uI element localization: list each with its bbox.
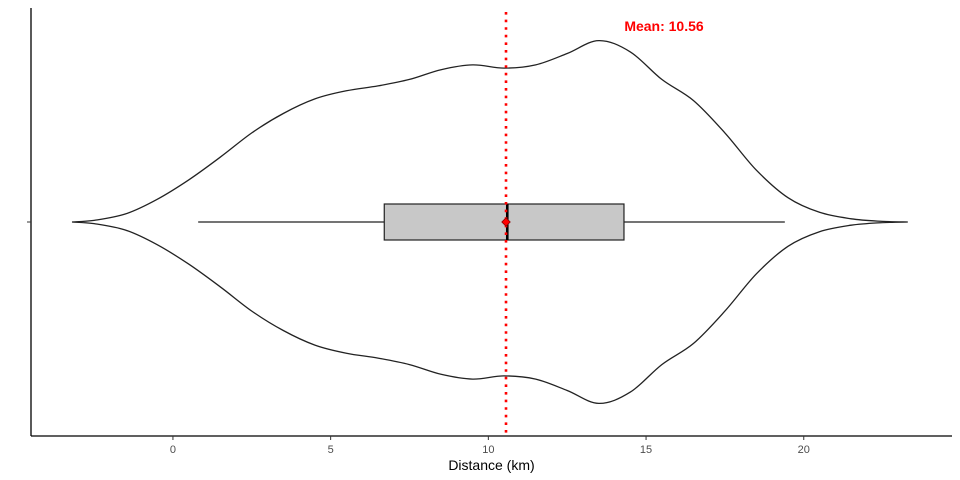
- mean-annotation: Mean: 10.56: [624, 18, 704, 34]
- x-tick-label: 5: [328, 444, 334, 456]
- x-tick-label: 10: [482, 444, 494, 456]
- x-tick-label: 0: [170, 444, 176, 456]
- plot-area: [71, 12, 908, 436]
- x-tick-label: 20: [798, 444, 810, 456]
- violin-outline: [71, 39, 908, 405]
- mean-marker: [501, 217, 511, 227]
- x-axis-ticks: 0 5 10 15 20: [170, 436, 810, 456]
- x-axis-title: Distance (km): [448, 457, 534, 473]
- x-tick-label: 15: [640, 444, 652, 456]
